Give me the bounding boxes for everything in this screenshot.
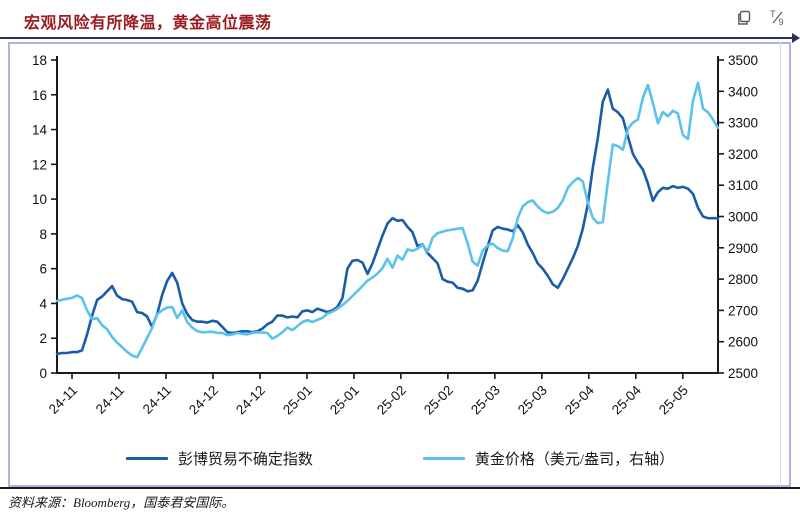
svg-text:24-12: 24-12 <box>233 383 268 418</box>
svg-text:2900: 2900 <box>728 241 758 256</box>
svg-text:3000: 3000 <box>728 210 758 225</box>
legend-label: 黄金价格（美元/盎司，右轴） <box>474 452 675 468</box>
svg-text:2500: 2500 <box>728 366 758 381</box>
svg-text:24-12: 24-12 <box>186 383 221 418</box>
svg-text:25-02: 25-02 <box>421 383 456 418</box>
svg-text:2: 2 <box>39 331 47 346</box>
svg-text:25-04: 25-04 <box>562 382 597 417</box>
svg-text:25-03: 25-03 <box>515 383 550 418</box>
svg-text:16: 16 <box>32 88 47 103</box>
svg-text:25-03: 25-03 <box>468 383 503 418</box>
chart-legend: 彭博贸易不确定指数 黄金价格（美元/盎司，右轴） <box>0 448 800 469</box>
svg-text:25-04: 25-04 <box>609 382 644 417</box>
title-underline <box>0 37 797 39</box>
svg-text:25-05: 25-05 <box>656 383 691 418</box>
line-chart-plot: 0 2 4 6 8 10 12 14 16 18 2500 2600 2700 2800 2900 3000 3… <box>32 53 758 418</box>
svg-text:24-11: 24-11 <box>46 383 80 417</box>
svg-text:3300: 3300 <box>728 116 758 131</box>
svg-text:2600: 2600 <box>728 335 758 350</box>
svg-text:12: 12 <box>32 157 47 172</box>
svg-text:8: 8 <box>39 227 47 242</box>
svg-text:24-11: 24-11 <box>93 383 127 417</box>
svg-text:24-11: 24-11 <box>140 383 174 417</box>
svg-text:10: 10 <box>32 192 47 207</box>
svg-text:4: 4 <box>39 296 47 311</box>
chart-selection-border[interactable] <box>8 42 791 487</box>
svg-text:25-02: 25-02 <box>374 383 409 418</box>
svg-text:25-01: 25-01 <box>280 383 315 418</box>
svg-text:6: 6 <box>39 262 47 277</box>
svg-text:14: 14 <box>32 123 48 138</box>
fraction-icon[interactable]: T 9 <box>768 8 788 28</box>
svg-text:2800: 2800 <box>728 272 758 287</box>
svg-text:0: 0 <box>39 366 47 381</box>
legend-swatch-light <box>422 457 465 460</box>
svg-text:25-01: 25-01 <box>327 383 362 418</box>
svg-text:9: 9 <box>779 17 784 27</box>
svg-text:2700: 2700 <box>728 303 758 318</box>
svg-text:3500: 3500 <box>728 53 758 68</box>
toolbar: T 9 <box>734 8 788 28</box>
bottom-rule <box>0 487 800 489</box>
legend-item-trade-uncertainty: 彭博贸易不确定指数 <box>125 448 313 469</box>
copy-icon[interactable] <box>734 8 754 28</box>
svg-text:18: 18 <box>32 53 47 68</box>
legend-swatch-dark <box>125 457 168 460</box>
svg-text:3400: 3400 <box>728 84 758 99</box>
divider-line <box>780 42 781 487</box>
source-note: 资料来源：Bloomberg，国泰君安国际。 <box>8 495 235 510</box>
legend-label: 彭博贸易不确定指数 <box>177 452 313 468</box>
legend-item-gold-price: 黄金价格（美元/盎司，右轴） <box>422 448 675 469</box>
title-underline-arrow <box>792 33 800 43</box>
page-title: 宏观风险有所降温，黄金高位震荡 <box>24 15 272 32</box>
svg-text:T: T <box>770 9 776 19</box>
svg-text:3100: 3100 <box>728 178 758 193</box>
svg-text:3200: 3200 <box>728 147 758 162</box>
